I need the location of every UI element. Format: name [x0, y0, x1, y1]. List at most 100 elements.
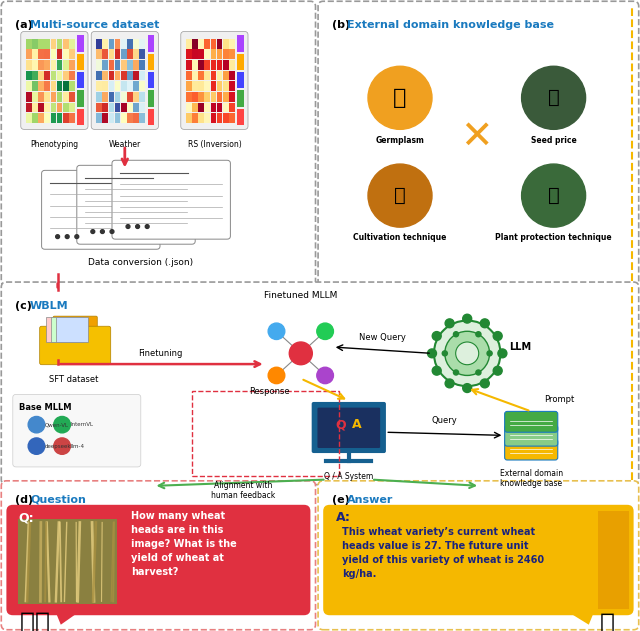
Circle shape	[317, 323, 333, 339]
FancyBboxPatch shape	[109, 71, 115, 80]
FancyBboxPatch shape	[186, 38, 191, 49]
Text: Q / A System: Q / A System	[324, 472, 373, 481]
Text: Prompt: Prompt	[544, 395, 574, 404]
FancyBboxPatch shape	[69, 38, 75, 49]
FancyBboxPatch shape	[26, 113, 31, 123]
FancyBboxPatch shape	[204, 113, 210, 123]
Circle shape	[268, 367, 285, 384]
FancyBboxPatch shape	[57, 113, 62, 123]
FancyBboxPatch shape	[63, 81, 68, 91]
FancyBboxPatch shape	[127, 38, 132, 49]
FancyBboxPatch shape	[26, 49, 31, 59]
FancyBboxPatch shape	[26, 71, 31, 80]
FancyBboxPatch shape	[109, 113, 115, 123]
Circle shape	[145, 225, 149, 228]
FancyBboxPatch shape	[112, 160, 230, 239]
FancyBboxPatch shape	[133, 92, 139, 102]
FancyBboxPatch shape	[121, 60, 127, 70]
FancyBboxPatch shape	[26, 92, 31, 102]
FancyBboxPatch shape	[198, 49, 204, 59]
FancyBboxPatch shape	[198, 38, 204, 49]
FancyBboxPatch shape	[1, 481, 316, 630]
FancyBboxPatch shape	[51, 317, 83, 342]
Text: External domain knowledge base: External domain knowledge base	[347, 20, 554, 30]
FancyBboxPatch shape	[38, 60, 44, 70]
FancyBboxPatch shape	[147, 109, 154, 125]
Circle shape	[28, 416, 45, 433]
FancyBboxPatch shape	[127, 49, 132, 59]
FancyBboxPatch shape	[32, 103, 38, 112]
Circle shape	[445, 379, 454, 388]
FancyBboxPatch shape	[127, 113, 132, 123]
FancyBboxPatch shape	[211, 71, 216, 80]
Text: llm-4: llm-4	[70, 444, 84, 449]
FancyBboxPatch shape	[40, 326, 111, 365]
FancyBboxPatch shape	[204, 60, 210, 70]
FancyBboxPatch shape	[69, 60, 75, 70]
FancyBboxPatch shape	[237, 54, 244, 70]
FancyBboxPatch shape	[38, 92, 44, 102]
Circle shape	[268, 323, 285, 339]
FancyBboxPatch shape	[46, 317, 78, 342]
FancyBboxPatch shape	[102, 81, 108, 91]
Circle shape	[100, 230, 104, 233]
FancyBboxPatch shape	[198, 113, 204, 123]
FancyBboxPatch shape	[63, 113, 68, 123]
FancyBboxPatch shape	[57, 103, 62, 112]
FancyBboxPatch shape	[38, 71, 44, 80]
Circle shape	[54, 438, 70, 454]
FancyBboxPatch shape	[57, 60, 62, 70]
FancyBboxPatch shape	[56, 317, 88, 342]
Circle shape	[493, 332, 502, 341]
Circle shape	[428, 349, 436, 358]
FancyBboxPatch shape	[127, 60, 132, 70]
Text: Response: Response	[249, 387, 289, 396]
FancyBboxPatch shape	[21, 32, 88, 129]
Text: Plant protection technique: Plant protection technique	[495, 233, 612, 242]
FancyBboxPatch shape	[102, 71, 108, 80]
FancyBboxPatch shape	[53, 316, 97, 333]
FancyBboxPatch shape	[217, 92, 222, 102]
FancyBboxPatch shape	[97, 103, 102, 112]
FancyBboxPatch shape	[121, 38, 127, 49]
FancyBboxPatch shape	[198, 81, 204, 91]
Text: deepseek: deepseek	[45, 444, 72, 449]
FancyBboxPatch shape	[69, 103, 75, 112]
FancyBboxPatch shape	[147, 72, 154, 88]
FancyBboxPatch shape	[186, 113, 191, 123]
FancyBboxPatch shape	[217, 49, 222, 59]
Circle shape	[75, 235, 79, 239]
FancyBboxPatch shape	[147, 54, 154, 70]
FancyBboxPatch shape	[97, 113, 102, 123]
FancyBboxPatch shape	[140, 71, 145, 80]
FancyBboxPatch shape	[204, 71, 210, 80]
FancyBboxPatch shape	[115, 38, 120, 49]
Circle shape	[445, 319, 454, 327]
FancyBboxPatch shape	[323, 505, 634, 615]
FancyBboxPatch shape	[57, 92, 62, 102]
FancyBboxPatch shape	[133, 38, 139, 49]
FancyBboxPatch shape	[133, 113, 139, 123]
FancyBboxPatch shape	[44, 81, 50, 91]
FancyBboxPatch shape	[51, 49, 56, 59]
FancyBboxPatch shape	[63, 92, 68, 102]
FancyBboxPatch shape	[102, 49, 108, 59]
FancyBboxPatch shape	[237, 35, 244, 52]
FancyBboxPatch shape	[77, 165, 195, 244]
FancyBboxPatch shape	[51, 81, 56, 91]
FancyBboxPatch shape	[217, 103, 222, 112]
FancyBboxPatch shape	[44, 103, 50, 112]
FancyBboxPatch shape	[6, 505, 310, 615]
Circle shape	[136, 225, 140, 228]
FancyBboxPatch shape	[109, 49, 115, 59]
FancyBboxPatch shape	[198, 103, 204, 112]
FancyBboxPatch shape	[223, 60, 228, 70]
FancyBboxPatch shape	[51, 113, 56, 123]
Text: Multi-source dataset: Multi-source dataset	[30, 20, 159, 30]
FancyBboxPatch shape	[140, 60, 145, 70]
FancyBboxPatch shape	[186, 60, 191, 70]
FancyBboxPatch shape	[192, 113, 198, 123]
FancyBboxPatch shape	[211, 49, 216, 59]
FancyBboxPatch shape	[63, 103, 68, 112]
FancyBboxPatch shape	[140, 113, 145, 123]
